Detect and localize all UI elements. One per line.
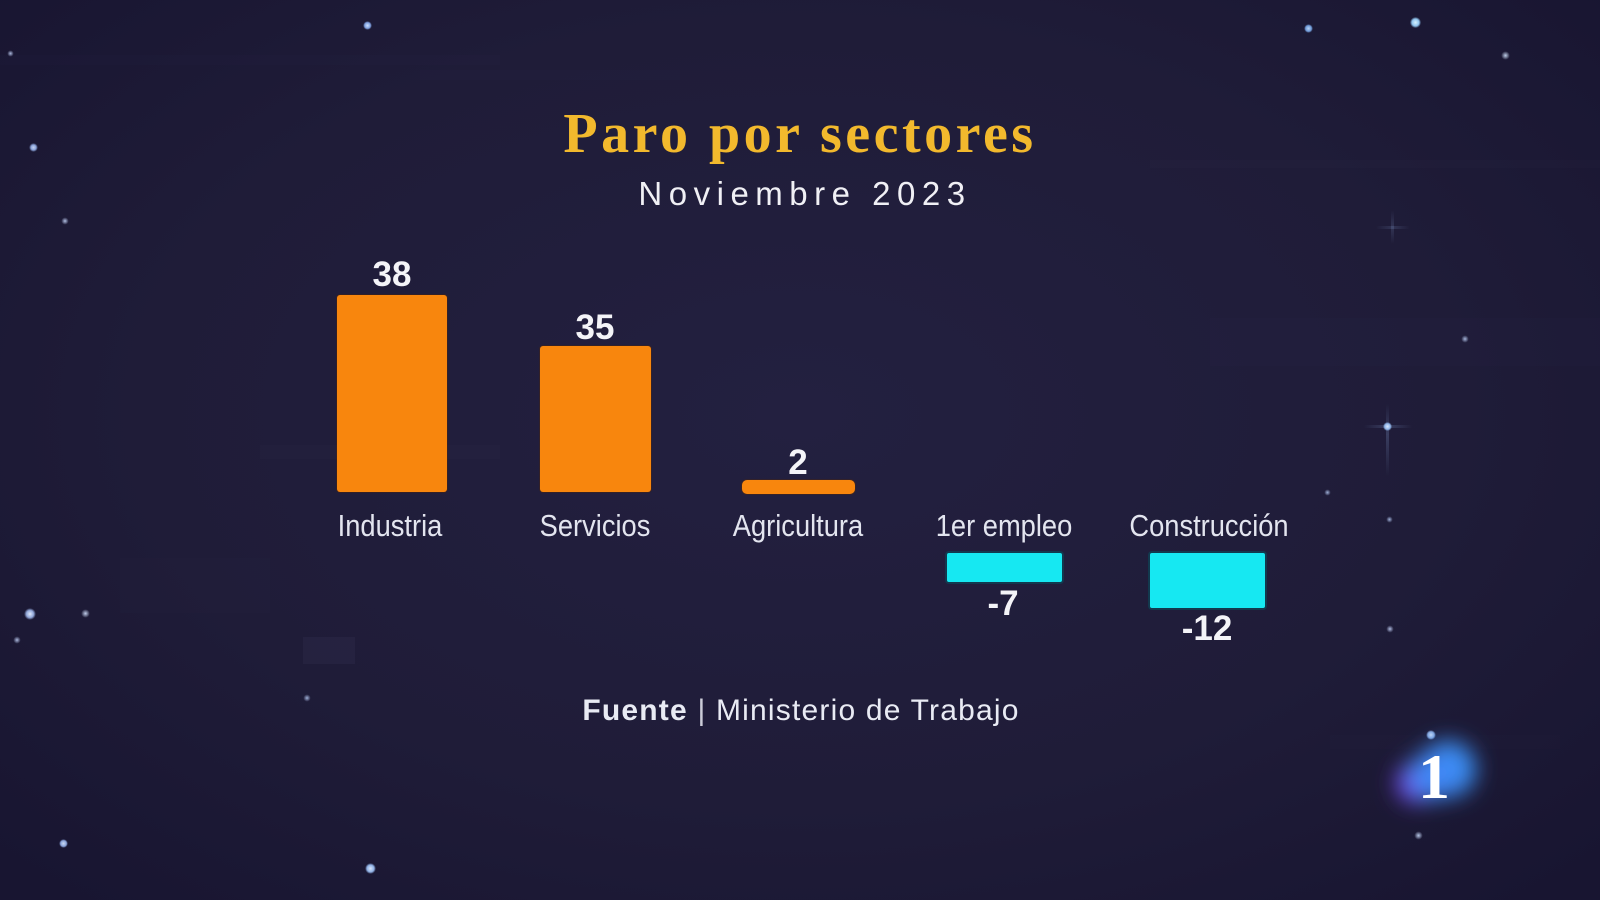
svg-text:1: 1 (1418, 741, 1450, 812)
